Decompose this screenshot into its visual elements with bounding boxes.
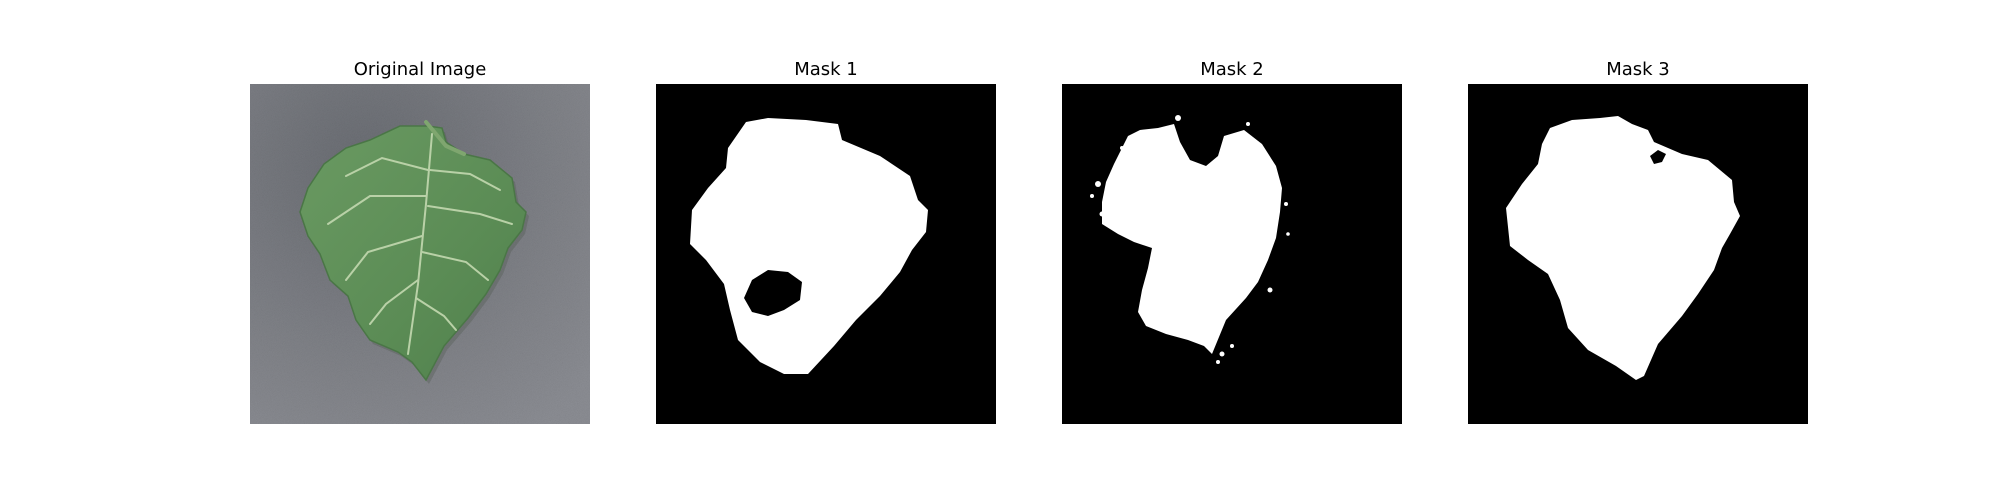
mask-speckles bbox=[1090, 115, 1290, 364]
leaf bbox=[299, 125, 527, 382]
panel-original-image: Original Image bbox=[250, 0, 590, 440]
panel-title: Mask 3 bbox=[1606, 59, 1670, 80]
panel-mask-3: Mask 3 bbox=[1468, 0, 1808, 440]
original-image bbox=[250, 84, 590, 424]
panel-mask-2: Mask 2 bbox=[1062, 0, 1402, 440]
mask-region bbox=[690, 118, 928, 374]
leaf-stem bbox=[424, 120, 466, 156]
mask-3-canvas bbox=[1468, 84, 1808, 424]
mask-1-image bbox=[656, 84, 996, 424]
panel-title: Original Image bbox=[353, 59, 487, 80]
original-image-canvas bbox=[250, 84, 590, 424]
leaf-veins bbox=[327, 133, 513, 355]
mask-region bbox=[1102, 124, 1282, 354]
panel-mask-1: Mask 1 bbox=[656, 0, 996, 440]
mask-1-canvas bbox=[656, 84, 996, 424]
mask-2-image bbox=[1062, 84, 1402, 424]
panel-title: Mask 1 bbox=[794, 59, 858, 80]
mask-3-image bbox=[1468, 84, 1808, 424]
mask-region bbox=[1506, 116, 1740, 380]
panel-title: Mask 2 bbox=[1200, 59, 1264, 80]
mask-2-canvas bbox=[1062, 84, 1402, 424]
